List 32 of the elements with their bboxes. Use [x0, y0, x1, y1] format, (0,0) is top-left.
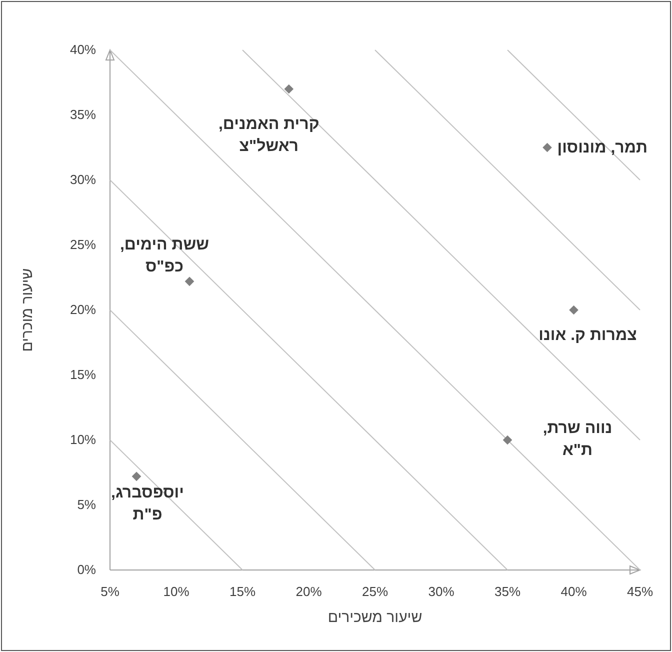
y-tick-label: 15%: [70, 367, 96, 382]
x-tick-label: 35%: [494, 584, 521, 599]
annotation: ששת הימים, כפ"ס: [120, 236, 210, 276]
x-tick-label: 5%: [100, 584, 120, 599]
y-tick-label: 30%: [70, 172, 96, 187]
x-tick-label: 25%: [362, 584, 388, 599]
point: [542, 142, 552, 152]
annotation: יוספסברג, פ"ת: [111, 484, 184, 524]
annotation: נווה שרת, ת"א: [542, 420, 612, 459]
point: [502, 435, 512, 445]
y-axis-title: שיעור מוכרים: [19, 268, 36, 352]
x-tick-label: 10%: [163, 584, 190, 599]
y-tick-label: 40%: [70, 42, 96, 57]
y-tick-label: 20%: [70, 302, 96, 317]
x-axis-title: שיעור משכירים: [328, 609, 422, 626]
point: [132, 472, 142, 482]
y-tick-label: 10%: [70, 432, 96, 447]
point: [184, 276, 194, 286]
x-tick-label: 15%: [229, 584, 256, 599]
annotation: קרית האמנים, ראשל"צ: [218, 116, 320, 155]
annotation: תמר, מונוסון: [557, 140, 648, 156]
x-tick-label: 20%: [296, 584, 322, 599]
point: [284, 84, 294, 94]
annotation: צמרות ק. אונו: [538, 327, 637, 344]
point: [569, 305, 578, 315]
y-tick-label: 25%: [70, 237, 96, 252]
y-tick-label: 0%: [77, 562, 96, 577]
y-tick-label: 35%: [70, 107, 96, 122]
x-tick-label: 45%: [626, 584, 654, 599]
x-tick-label: 30%: [428, 584, 455, 599]
x-tick-label: 40%: [560, 584, 588, 599]
y-tick-label: 5%: [77, 497, 96, 512]
